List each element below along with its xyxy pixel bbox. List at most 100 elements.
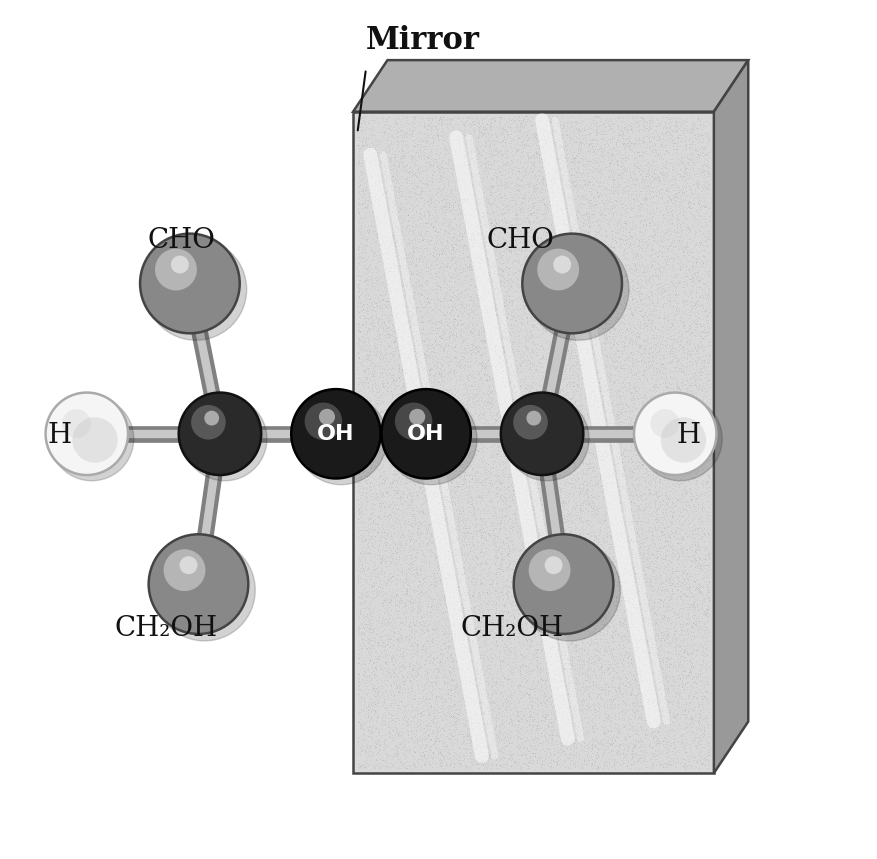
Point [471,726,485,740]
Point [376,270,390,283]
Point [461,374,475,387]
Point [574,386,588,399]
Point [393,170,407,184]
Point [585,393,599,406]
Point [396,380,410,393]
Point [522,287,536,301]
Point [594,305,608,319]
Point [688,572,702,586]
Point [517,444,531,458]
Point [556,460,570,474]
Point [624,562,638,576]
Point [417,353,431,367]
Point [355,585,369,599]
Point [371,313,385,326]
Point [494,423,508,437]
Point [456,192,470,206]
Point [392,390,406,404]
Point [437,259,451,273]
Point [448,529,462,543]
Point [572,326,586,339]
Point [542,303,556,317]
Point [599,366,613,380]
Point [453,410,467,423]
Point [459,260,473,274]
Point [499,273,513,287]
Point [415,164,429,178]
Point [618,332,632,346]
Point [429,576,443,590]
Point [508,241,522,255]
Point [665,123,679,137]
Point [632,293,646,307]
Point [500,655,514,669]
Point [694,437,708,451]
Point [529,238,543,252]
Point [373,136,387,149]
Point [598,527,612,541]
Point [587,679,601,693]
Point [487,504,501,518]
Point [668,290,682,304]
Point [355,198,369,211]
Point [529,289,543,303]
Point [606,663,620,677]
Point [359,585,373,599]
Point [520,192,534,206]
Point [565,413,579,427]
Point [623,583,637,597]
Point [479,628,493,642]
Point [426,709,440,722]
Point [406,477,420,490]
Point [538,553,553,567]
Point [563,437,577,451]
Point [554,738,568,752]
Point [550,713,564,727]
Point [424,341,438,355]
Point [408,511,422,525]
Point [611,215,625,228]
Point [410,330,424,344]
Point [521,644,535,658]
Point [641,557,655,571]
Point [621,240,635,253]
Point [410,456,424,470]
Point [490,723,504,737]
Point [492,427,506,441]
Point [561,117,575,131]
Point [596,303,610,317]
Point [673,492,687,506]
Point [624,450,638,464]
Point [425,745,439,758]
Point [532,728,546,742]
Point [481,188,496,202]
Point [437,293,451,307]
Point [434,367,448,381]
Point [660,757,674,771]
Point [400,562,414,576]
Point [435,137,449,150]
Point [624,345,638,359]
Point [446,536,460,550]
Point [367,112,381,125]
Point [610,177,624,191]
Point [683,661,697,674]
Point [512,490,526,504]
Point [532,564,546,578]
Point [619,137,633,150]
Point [484,728,498,742]
Point [674,184,688,198]
Point [353,453,367,466]
Point [554,206,568,220]
Point [532,642,546,655]
Point [595,259,609,272]
Point [440,217,454,231]
Point [587,420,601,434]
Point [551,668,565,682]
Point [652,475,666,489]
Point [513,298,527,312]
Point [485,680,499,694]
Point [517,658,531,672]
Point [543,376,557,390]
Point [421,333,435,347]
